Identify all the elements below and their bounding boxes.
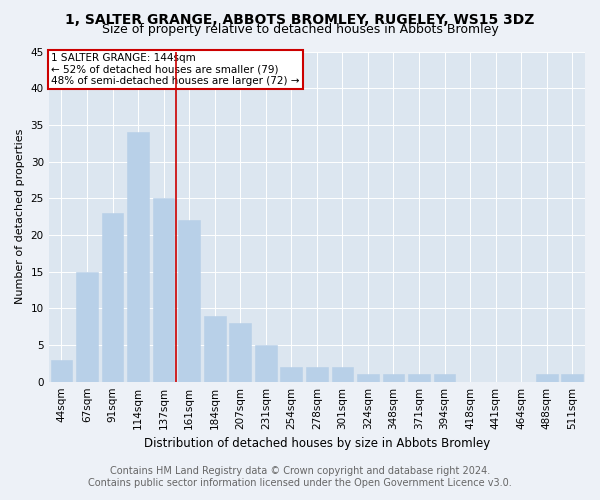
Bar — [280, 367, 302, 382]
Bar — [127, 132, 149, 382]
Text: 1, SALTER GRANGE, ABBOTS BROMLEY, RUGELEY, WS15 3DZ: 1, SALTER GRANGE, ABBOTS BROMLEY, RUGELE… — [65, 12, 535, 26]
Bar — [101, 213, 124, 382]
Bar — [434, 374, 455, 382]
Bar — [229, 323, 251, 382]
Bar — [76, 272, 98, 382]
Bar — [306, 367, 328, 382]
Bar — [536, 374, 557, 382]
Text: Contains HM Land Registry data © Crown copyright and database right 2024.
Contai: Contains HM Land Registry data © Crown c… — [88, 466, 512, 487]
Text: 1 SALTER GRANGE: 144sqm
← 52% of detached houses are smaller (79)
48% of semi-de: 1 SALTER GRANGE: 144sqm ← 52% of detache… — [52, 53, 300, 86]
Bar — [50, 360, 72, 382]
Bar — [383, 374, 404, 382]
Bar — [332, 367, 353, 382]
X-axis label: Distribution of detached houses by size in Abbots Bromley: Distribution of detached houses by size … — [144, 437, 490, 450]
Text: Size of property relative to detached houses in Abbots Bromley: Size of property relative to detached ho… — [101, 22, 499, 36]
Bar — [255, 345, 277, 382]
Bar — [408, 374, 430, 382]
Bar — [357, 374, 379, 382]
Bar — [153, 198, 175, 382]
Bar — [178, 220, 200, 382]
Bar — [562, 374, 583, 382]
Y-axis label: Number of detached properties: Number of detached properties — [15, 129, 25, 304]
Bar — [204, 316, 226, 382]
